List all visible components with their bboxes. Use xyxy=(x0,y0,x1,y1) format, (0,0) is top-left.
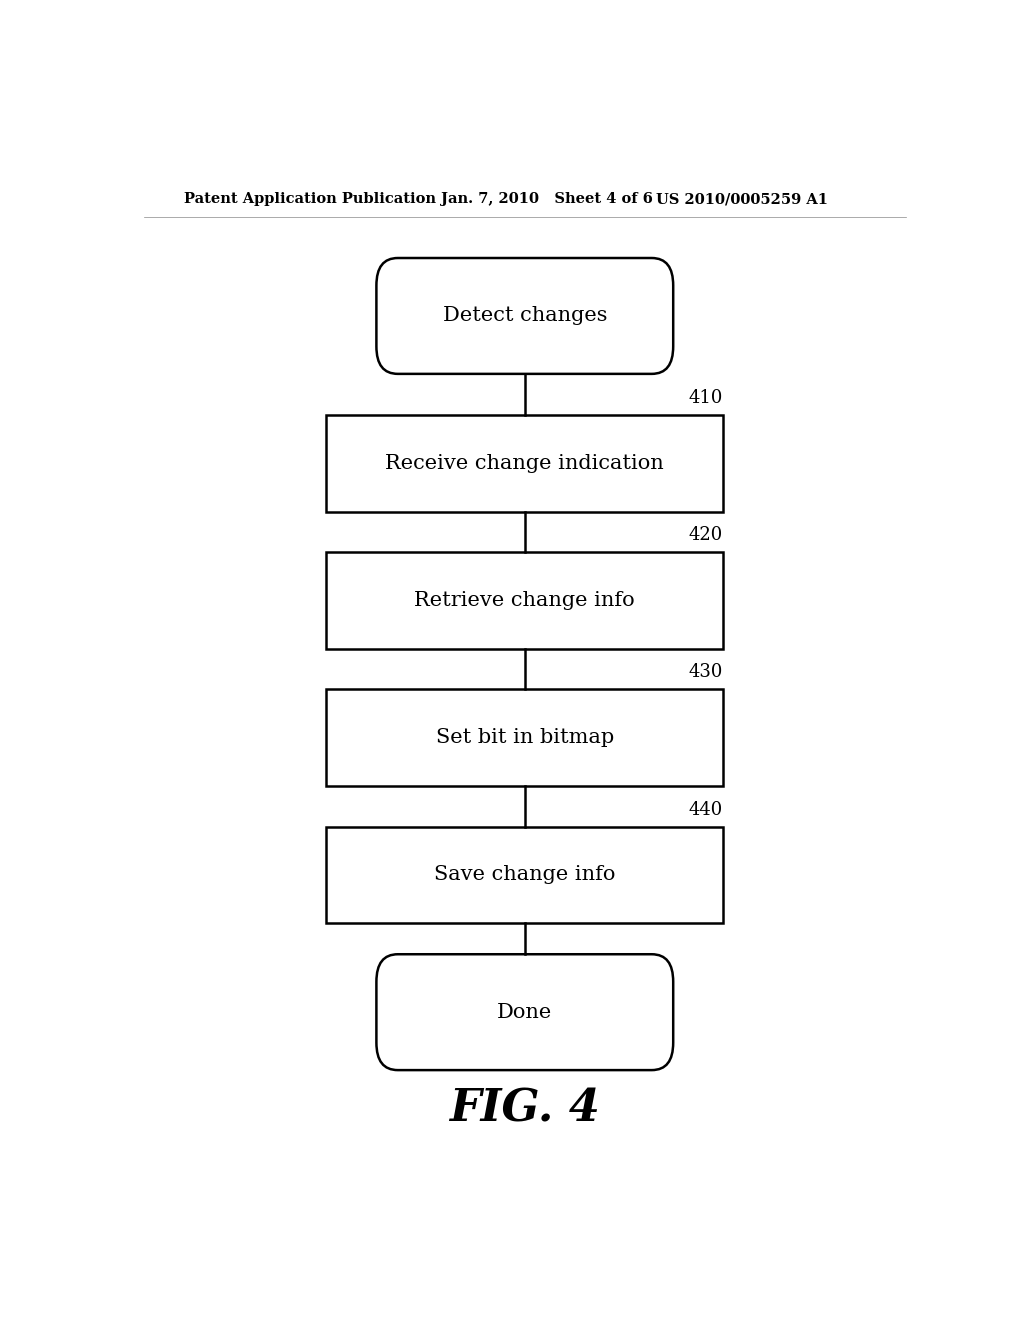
Text: FIG. 4: FIG. 4 xyxy=(450,1088,600,1130)
FancyBboxPatch shape xyxy=(377,954,673,1071)
Text: Set bit in bitmap: Set bit in bitmap xyxy=(435,729,614,747)
Bar xyxy=(327,414,723,512)
Bar xyxy=(327,689,723,785)
Bar xyxy=(327,552,723,649)
Text: Detect changes: Detect changes xyxy=(442,306,607,326)
Text: Receive change indication: Receive change indication xyxy=(385,454,665,473)
Text: 410: 410 xyxy=(689,389,723,407)
FancyBboxPatch shape xyxy=(377,257,673,374)
Bar xyxy=(327,826,723,923)
Text: Jan. 7, 2010   Sheet 4 of 6: Jan. 7, 2010 Sheet 4 of 6 xyxy=(441,191,653,206)
Text: Done: Done xyxy=(498,1003,552,1022)
Text: 420: 420 xyxy=(689,527,723,544)
Text: Retrieve change info: Retrieve change info xyxy=(415,591,635,610)
Text: 430: 430 xyxy=(689,664,723,681)
Text: Save change info: Save change info xyxy=(434,866,615,884)
Text: Patent Application Publication: Patent Application Publication xyxy=(183,191,435,206)
Text: US 2010/0005259 A1: US 2010/0005259 A1 xyxy=(655,191,827,206)
Text: 440: 440 xyxy=(689,800,723,818)
